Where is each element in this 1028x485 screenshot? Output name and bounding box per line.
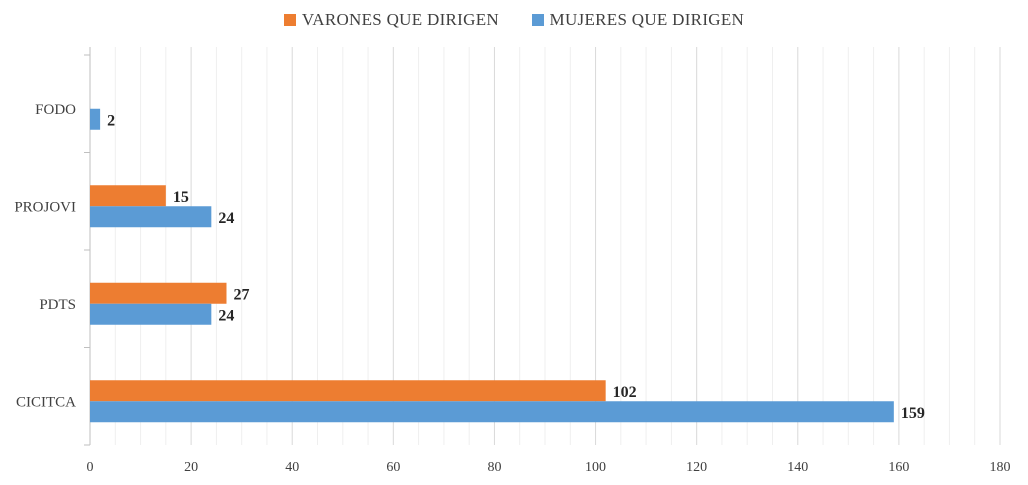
legend-label-mujeres: MUJERES QUE DIRIGEN bbox=[549, 10, 745, 29]
data-label: 102 bbox=[613, 384, 637, 401]
data-label: 159 bbox=[901, 405, 925, 422]
legend-item-mujeres: MUJERES QUE DIRIGEN bbox=[531, 10, 745, 30]
bar-varones bbox=[90, 282, 227, 304]
x-tick-label: 60 bbox=[386, 460, 400, 475]
legend-item-varones: VARONES QUE DIRIGEN bbox=[283, 10, 499, 30]
x-tick-label: 40 bbox=[285, 460, 299, 475]
bar-varones bbox=[90, 185, 166, 207]
legend-label-varones: VARONES QUE DIRIGEN bbox=[301, 10, 499, 29]
data-label: 27 bbox=[234, 286, 250, 303]
bar-mujeres bbox=[90, 401, 894, 423]
legend: VARONES QUE DIRIGEN MUJERES QUE DIRIGEN bbox=[0, 10, 1028, 31]
x-tick-label: 80 bbox=[487, 460, 501, 475]
data-label: 24 bbox=[218, 210, 234, 227]
x-tick-label: 160 bbox=[888, 460, 909, 475]
x-tick-label: 20 bbox=[184, 460, 198, 475]
legend-swatch-varones bbox=[283, 14, 296, 26]
data-label: 2 bbox=[107, 112, 115, 129]
x-tick-label: 0 bbox=[87, 460, 94, 475]
category-label: FODO bbox=[35, 102, 76, 118]
bar-mujeres bbox=[90, 303, 212, 325]
x-tick-label: 180 bbox=[990, 460, 1011, 475]
bar-mujeres bbox=[90, 108, 101, 130]
bar-mujeres bbox=[90, 206, 212, 228]
category-label: PDTS bbox=[39, 297, 76, 313]
x-tick-label: 100 bbox=[585, 460, 606, 475]
category-label: CICITCA bbox=[16, 394, 76, 410]
category-label: PROJOVI bbox=[14, 199, 76, 215]
x-tick-label: 140 bbox=[787, 460, 808, 475]
data-label: 24 bbox=[218, 307, 234, 324]
legend-swatch-mujeres bbox=[531, 14, 544, 26]
bar-varones bbox=[90, 380, 606, 402]
x-tick-label: 120 bbox=[686, 460, 707, 475]
data-label: 15 bbox=[173, 189, 189, 206]
